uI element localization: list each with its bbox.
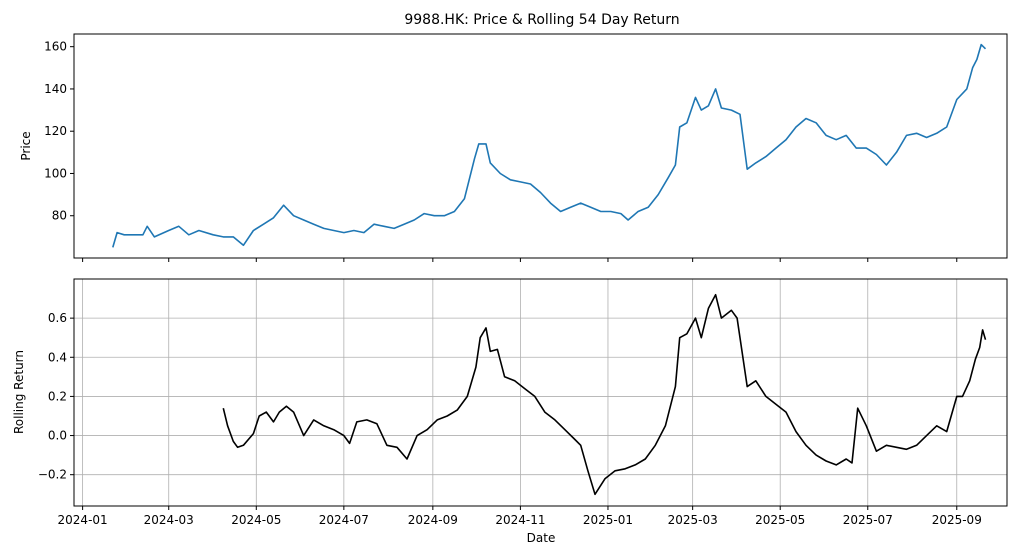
- price-series-line: [112, 43, 987, 248]
- bottom-xtick-label: 2024-09: [408, 513, 458, 527]
- bottom-xtick-label: 2024-03: [144, 513, 194, 527]
- bottom-ytick-label: 0.0: [48, 429, 67, 443]
- bottom-y-axis-label: Rolling Return: [12, 350, 26, 434]
- bottom-xtick-label: 2024-01: [58, 513, 108, 527]
- bottom-xtick-label: 2025-05: [755, 513, 805, 527]
- bottom-x-axis-label: Date: [527, 531, 556, 545]
- bottom-xtick-label: 2025-07: [843, 513, 893, 527]
- top-ytick-label: 160: [44, 40, 67, 54]
- bottom-ytick-label: −0.2: [38, 468, 67, 482]
- bottom-axes-frame: [73, 278, 1008, 507]
- bottom-xtick-label: 2025-03: [668, 513, 718, 527]
- top-ytick-label: 140: [44, 82, 67, 96]
- bottom-ytick-label: 0.6: [48, 311, 67, 325]
- bottom-xtick-label: 2025-01: [583, 513, 633, 527]
- top-ytick-label: 100: [44, 166, 67, 180]
- bottom-return-panel: −0.2 0.0 0.2 0.4 0.6 2024-01 2024-03 2024-05 20…: [12, 278, 1008, 545]
- top-ytick-label: 80: [52, 209, 67, 223]
- rolling-return-series-line: [222, 293, 987, 496]
- top-axes-frame: [73, 33, 1008, 259]
- chart-title: 9988.HK: Price & Rolling 54 Day Return: [404, 12, 679, 28]
- top-price-panel: 9988.HK: Price & Rolling 54 Day Return 8…: [19, 12, 1008, 262]
- bottom-ytick-label: 0.2: [48, 389, 67, 403]
- top-y-axis-label: Price: [19, 131, 33, 160]
- top-ytick-label: 120: [44, 124, 67, 138]
- bottom-xtick-label: 2024-07: [319, 513, 369, 527]
- bottom-xtick-label: 2025-09: [932, 513, 982, 527]
- bottom-xtick-label: 2024-11: [495, 513, 545, 527]
- bottom-ytick-label: 0.4: [48, 350, 67, 364]
- bottom-xtick-label: 2024-05: [231, 513, 281, 527]
